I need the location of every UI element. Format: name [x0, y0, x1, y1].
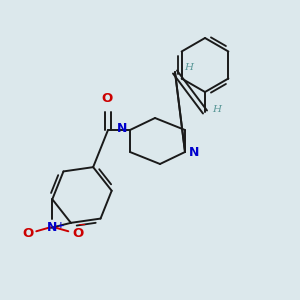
Text: +: +	[57, 221, 65, 230]
Text: −: −	[78, 220, 86, 230]
Text: O: O	[101, 92, 112, 105]
Text: O: O	[22, 227, 33, 240]
Text: N: N	[117, 122, 127, 134]
Text: H: H	[184, 64, 194, 73]
Text: H: H	[212, 106, 221, 115]
Text: O: O	[72, 227, 84, 240]
Text: N: N	[47, 221, 58, 234]
Text: N: N	[189, 146, 200, 158]
